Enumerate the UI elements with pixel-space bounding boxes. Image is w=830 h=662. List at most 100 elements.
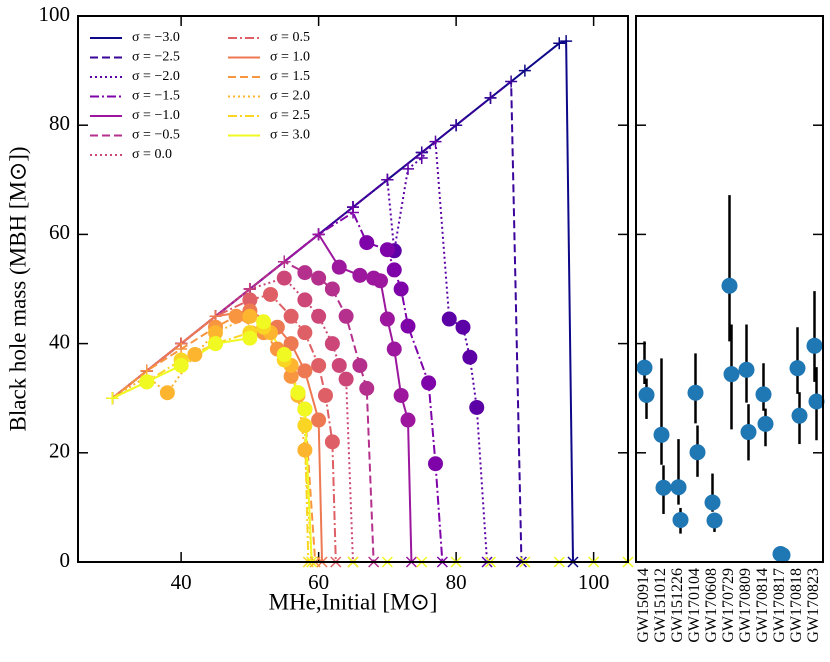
category-label: GW170809: [737, 568, 754, 643]
collapse-marker: [297, 418, 313, 433]
x-tick-label: 100: [578, 570, 610, 594]
category-label: GW170814: [754, 568, 771, 643]
collapse-marker: [242, 308, 258, 324]
collapse-marker: [297, 325, 313, 341]
legend-label: σ = −1.5: [132, 89, 180, 104]
collapse-marker: [421, 375, 437, 391]
category-label: GW170818: [788, 568, 805, 643]
y-tick-label: 60: [49, 220, 70, 244]
series-line: [111, 79, 523, 563]
x-tick-label: 40: [171, 570, 192, 594]
point: [738, 361, 755, 378]
y-tick-label: 0: [60, 548, 71, 572]
collapse-marker: [187, 347, 203, 363]
category-label: GW151012: [652, 568, 669, 643]
plus-marker: [278, 255, 291, 268]
markers: [106, 35, 634, 568]
collapse-marker: [359, 235, 375, 251]
plus-marker: [347, 206, 359, 219]
collapse-marker: [359, 380, 375, 396]
collapse-marker: [379, 311, 395, 327]
collapse-marker: [311, 412, 327, 428]
collapse-marker: [386, 341, 402, 357]
axes-frame: [77, 15, 629, 563]
collapse-marker: [283, 308, 299, 324]
collapse-marker: [352, 267, 368, 283]
x-axis-label: MHe,Initial [M⊙]: [269, 589, 438, 614]
point: [755, 386, 772, 403]
legend-label: σ = 0.5: [270, 30, 310, 45]
collapse-marker: [331, 259, 347, 275]
collapse-marker: [455, 319, 471, 335]
category-label: GW170608: [703, 568, 720, 643]
legend-label: σ = 2.0: [270, 89, 310, 104]
legend-label: σ = −3.0: [132, 30, 180, 45]
collapse-marker: [393, 281, 409, 297]
collapse-marker: [242, 292, 258, 308]
legend-label: σ = −0.5: [132, 128, 180, 143]
plot-area: [111, 39, 628, 563]
point: [806, 337, 823, 354]
collapse-marker: [379, 242, 395, 258]
plus-marker: [518, 64, 531, 77]
plus-marker: [312, 228, 325, 241]
legend-label: σ = −1.0: [132, 108, 180, 123]
point: [789, 360, 806, 377]
y-tick-label: 100: [39, 2, 71, 26]
x-tick-label: 80: [446, 570, 467, 594]
legend-label: σ = 2.5: [270, 108, 310, 123]
collapse-marker: [324, 434, 340, 450]
category-label: GW170823: [805, 568, 822, 643]
collapse-marker: [462, 349, 478, 365]
collapse-marker: [469, 399, 485, 415]
collapse-marker: [263, 286, 278, 302]
collapse-marker: [208, 325, 223, 341]
point: [740, 424, 757, 441]
y-tick-label: 80: [49, 111, 70, 135]
collapse-marker: [386, 262, 402, 278]
collapse-marker: [400, 412, 416, 428]
collapse-marker: [441, 311, 457, 327]
y-axis-label: Black hole mass (MBH [M⊙]): [5, 146, 30, 431]
plus-marker: [484, 91, 497, 104]
point: [808, 393, 825, 410]
collapse-marker: [276, 347, 292, 363]
plus-marker: [505, 75, 518, 88]
collapse-marker: [208, 336, 223, 352]
collapse-marker: [373, 273, 388, 289]
collapse-marker: [297, 363, 313, 379]
legend-label: σ = 1.0: [270, 50, 310, 65]
collapse-marker: [283, 336, 299, 352]
x-tick-label: 60: [308, 570, 329, 594]
point: [791, 407, 808, 424]
series-line: [111, 315, 317, 563]
y-tick-label: 20: [49, 439, 70, 463]
plus-marker: [381, 173, 394, 186]
point: [638, 386, 655, 403]
series-line: [111, 139, 489, 563]
plus-marker: [429, 135, 442, 148]
collapse-marker: [297, 292, 313, 308]
collapse-marker: [256, 314, 272, 330]
collapse-marker: [400, 318, 416, 334]
legend-label: σ = −2.0: [132, 69, 180, 84]
collapse-marker: [228, 308, 244, 324]
point: [687, 384, 704, 401]
point: [670, 479, 687, 496]
plus-marker: [106, 392, 119, 405]
collapse-marker: [393, 387, 409, 403]
collapse-marker: [297, 442, 313, 458]
collapse-marker: [428, 456, 443, 472]
point: [774, 547, 791, 564]
legend-label: σ = −2.5: [132, 50, 180, 65]
collapse-marker: [324, 336, 340, 352]
collapse-marker: [338, 308, 354, 324]
point: [757, 415, 774, 432]
category-label: GW150914: [635, 568, 652, 643]
collapse-marker: [311, 270, 327, 286]
axes-frame: [635, 15, 824, 563]
collapse-marker: [139, 374, 155, 390]
collapse-marker: [318, 387, 333, 403]
category-label: GW151226: [669, 568, 686, 643]
